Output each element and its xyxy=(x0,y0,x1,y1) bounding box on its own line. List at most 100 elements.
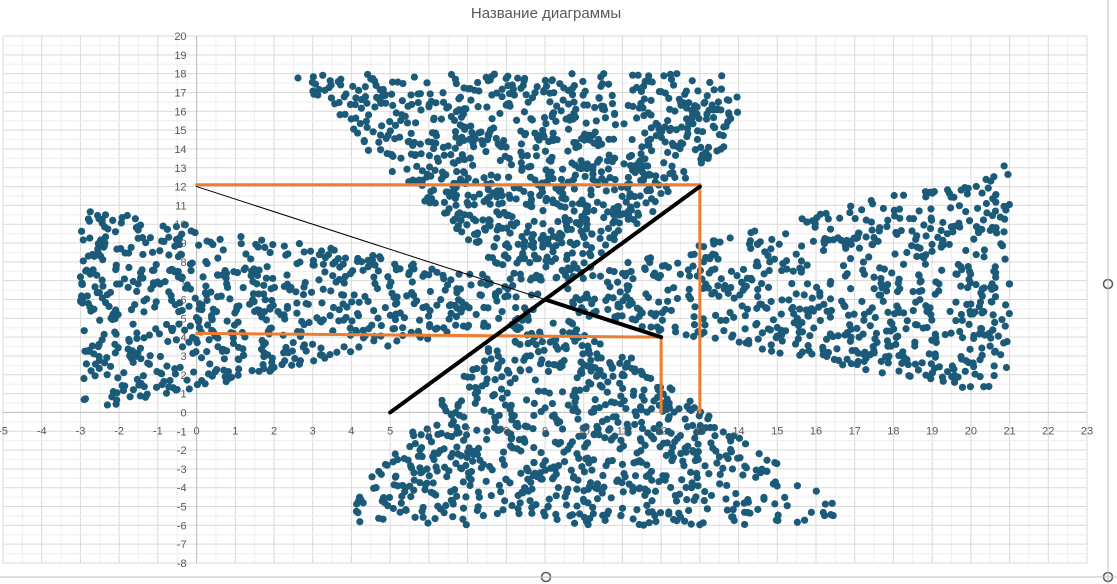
data-point xyxy=(747,244,755,253)
data-point xyxy=(214,254,222,262)
data-point xyxy=(552,492,560,500)
data-point xyxy=(658,127,666,135)
data-point xyxy=(620,210,628,218)
data-point xyxy=(717,316,725,325)
data-point xyxy=(673,70,681,78)
data-point xyxy=(258,336,266,345)
data-point xyxy=(733,272,741,280)
data-point xyxy=(433,268,441,276)
data-point xyxy=(575,510,584,518)
data-point xyxy=(618,192,626,200)
data-point xyxy=(377,322,385,330)
data-point xyxy=(701,487,709,496)
data-point xyxy=(647,405,656,413)
data-point xyxy=(514,74,522,82)
data-point xyxy=(447,410,455,418)
data-point xyxy=(476,456,484,464)
x-tick-label: 19 xyxy=(926,425,938,437)
data-point xyxy=(674,259,682,267)
data-point xyxy=(439,89,447,97)
data-point xyxy=(855,229,863,237)
data-point xyxy=(690,321,699,329)
data-point xyxy=(501,293,509,301)
data-point xyxy=(524,98,532,106)
data-point xyxy=(866,322,874,330)
data-point xyxy=(465,383,474,391)
data-point xyxy=(242,250,250,258)
data-point xyxy=(629,71,637,79)
data-point xyxy=(826,295,835,303)
data-point xyxy=(593,158,602,166)
data-point xyxy=(334,254,343,263)
data-point xyxy=(916,244,924,252)
data-point xyxy=(971,370,979,378)
data-point xyxy=(717,106,725,114)
data-point xyxy=(137,355,145,363)
data-point xyxy=(186,322,195,330)
data-point xyxy=(530,459,538,467)
x-tick-label: 11 xyxy=(617,425,628,437)
data-point xyxy=(107,314,115,322)
data-point xyxy=(413,162,421,170)
data-point xyxy=(685,506,693,515)
data-point xyxy=(903,317,911,325)
y-tick-label: -2 xyxy=(177,445,187,457)
data-point xyxy=(448,432,456,441)
data-point xyxy=(536,273,544,281)
data-point xyxy=(376,131,385,139)
data-point xyxy=(425,472,433,480)
data-point xyxy=(403,119,412,127)
data-point xyxy=(504,428,512,437)
data-point xyxy=(338,291,346,299)
data-point xyxy=(146,234,154,242)
data-point xyxy=(713,147,721,155)
data-point xyxy=(563,226,571,234)
data-point xyxy=(683,496,691,504)
data-point xyxy=(319,285,327,293)
data-point xyxy=(581,87,589,95)
data-point xyxy=(488,91,496,99)
data-point xyxy=(544,236,552,244)
data-point xyxy=(954,373,962,381)
data-point xyxy=(634,159,643,167)
data-point xyxy=(681,415,689,423)
data-point xyxy=(571,171,580,179)
data-point xyxy=(356,119,364,128)
data-point xyxy=(877,274,885,283)
data-point xyxy=(667,483,675,492)
data-point xyxy=(515,510,523,518)
data-point xyxy=(620,120,628,128)
data-point xyxy=(333,348,341,356)
data-point xyxy=(467,122,475,130)
data-point xyxy=(447,420,456,429)
data-point xyxy=(1005,280,1013,288)
data-point xyxy=(138,266,146,274)
data-point xyxy=(991,293,1000,301)
data-point xyxy=(636,403,645,411)
data-point xyxy=(537,235,545,243)
data-point xyxy=(99,256,107,264)
data-point xyxy=(932,278,940,286)
data-point xyxy=(415,316,424,324)
data-point xyxy=(879,204,888,213)
data-point xyxy=(956,327,964,336)
data-point xyxy=(514,491,522,500)
data-point xyxy=(550,361,558,369)
data-point xyxy=(459,504,468,512)
data-point xyxy=(652,119,660,127)
data-point xyxy=(552,470,560,478)
data-point xyxy=(672,328,680,336)
data-point xyxy=(493,234,501,242)
data-point xyxy=(638,392,646,401)
data-point xyxy=(937,226,945,235)
data-point xyxy=(948,373,956,381)
data-point xyxy=(606,283,614,291)
data-point xyxy=(218,271,227,279)
data-point xyxy=(668,385,676,394)
black-thick-segment xyxy=(543,297,664,340)
data-point xyxy=(391,315,400,324)
data-point xyxy=(441,463,449,471)
data-point xyxy=(432,139,440,147)
